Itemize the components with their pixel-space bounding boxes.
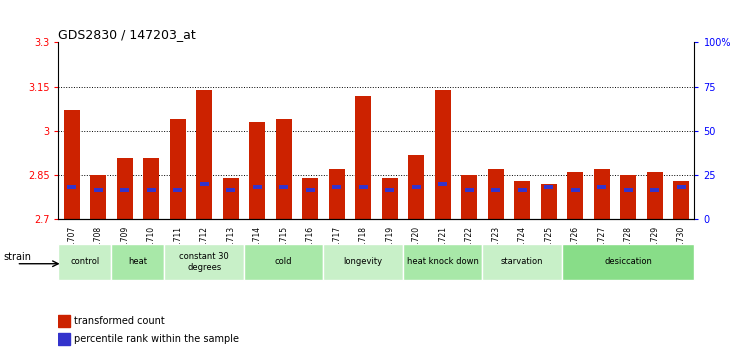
Text: starvation: starvation [501, 257, 543, 267]
Bar [677, 185, 686, 189]
Bar [465, 188, 474, 192]
Text: transformed count: transformed count [75, 316, 165, 326]
Bar [624, 188, 632, 192]
Bar [67, 185, 76, 189]
Bar [673, 181, 689, 219]
Bar [333, 185, 341, 189]
Bar [58, 315, 70, 327]
Bar [196, 90, 212, 219]
Bar [571, 188, 580, 192]
Bar [302, 178, 318, 219]
FancyBboxPatch shape [482, 244, 562, 280]
Text: strain: strain [3, 252, 31, 262]
Bar [461, 175, 477, 219]
Bar [412, 185, 420, 189]
FancyBboxPatch shape [403, 244, 482, 280]
Text: percentile rank within the sample: percentile rank within the sample [75, 334, 239, 344]
Bar [439, 182, 447, 186]
Bar [223, 178, 238, 219]
Bar [382, 178, 398, 219]
Bar [545, 185, 553, 189]
Bar [518, 188, 526, 192]
Bar [488, 169, 504, 219]
Text: control: control [70, 257, 99, 267]
Bar [651, 188, 659, 192]
Bar [147, 188, 156, 192]
FancyBboxPatch shape [323, 244, 403, 280]
Bar [594, 169, 610, 219]
Bar [385, 188, 394, 192]
Bar [647, 172, 662, 219]
Bar [514, 181, 530, 219]
Bar [249, 122, 265, 219]
FancyBboxPatch shape [111, 244, 164, 280]
Bar [253, 185, 262, 189]
Bar [620, 175, 636, 219]
FancyBboxPatch shape [244, 244, 323, 280]
Bar [355, 96, 371, 219]
Bar [306, 188, 314, 192]
Bar [491, 188, 500, 192]
Bar [279, 185, 288, 189]
Bar [567, 172, 583, 219]
Text: heat: heat [129, 257, 148, 267]
Bar [435, 90, 450, 219]
Bar [276, 119, 292, 219]
Text: heat knock down: heat knock down [406, 257, 479, 267]
Bar [227, 188, 235, 192]
Bar [541, 184, 557, 219]
Text: GDS2830 / 147203_at: GDS2830 / 147203_at [58, 28, 196, 41]
Bar [121, 188, 129, 192]
Bar [117, 158, 132, 219]
Text: constant 30
degrees: constant 30 degrees [179, 252, 229, 272]
Bar [329, 169, 344, 219]
Text: desiccation: desiccation [605, 257, 652, 267]
Bar [200, 182, 208, 186]
Bar [58, 333, 70, 345]
FancyBboxPatch shape [562, 244, 694, 280]
FancyBboxPatch shape [164, 244, 244, 280]
Bar [94, 188, 102, 192]
Bar [359, 185, 368, 189]
FancyBboxPatch shape [58, 244, 111, 280]
Text: cold: cold [275, 257, 292, 267]
Bar [597, 185, 606, 189]
Bar [90, 175, 106, 219]
Bar [143, 158, 159, 219]
Bar [64, 110, 80, 219]
Bar [408, 155, 424, 219]
Bar [170, 119, 186, 219]
Bar [173, 188, 182, 192]
Text: longevity: longevity [344, 257, 383, 267]
